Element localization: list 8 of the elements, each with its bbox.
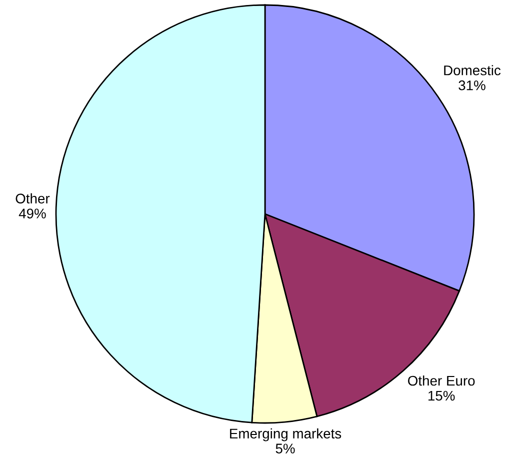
data-label: 49% [18,208,46,218]
data-label: 15% [428,390,455,401]
slice-label: Domestic [444,65,501,76]
slice-label: Emerging markets [230,428,342,442]
slice-label: Other Euro [408,375,475,386]
data-label: 31% [458,80,486,90]
slice-label: Other [16,193,50,204]
data-label: 5% [276,444,295,454]
